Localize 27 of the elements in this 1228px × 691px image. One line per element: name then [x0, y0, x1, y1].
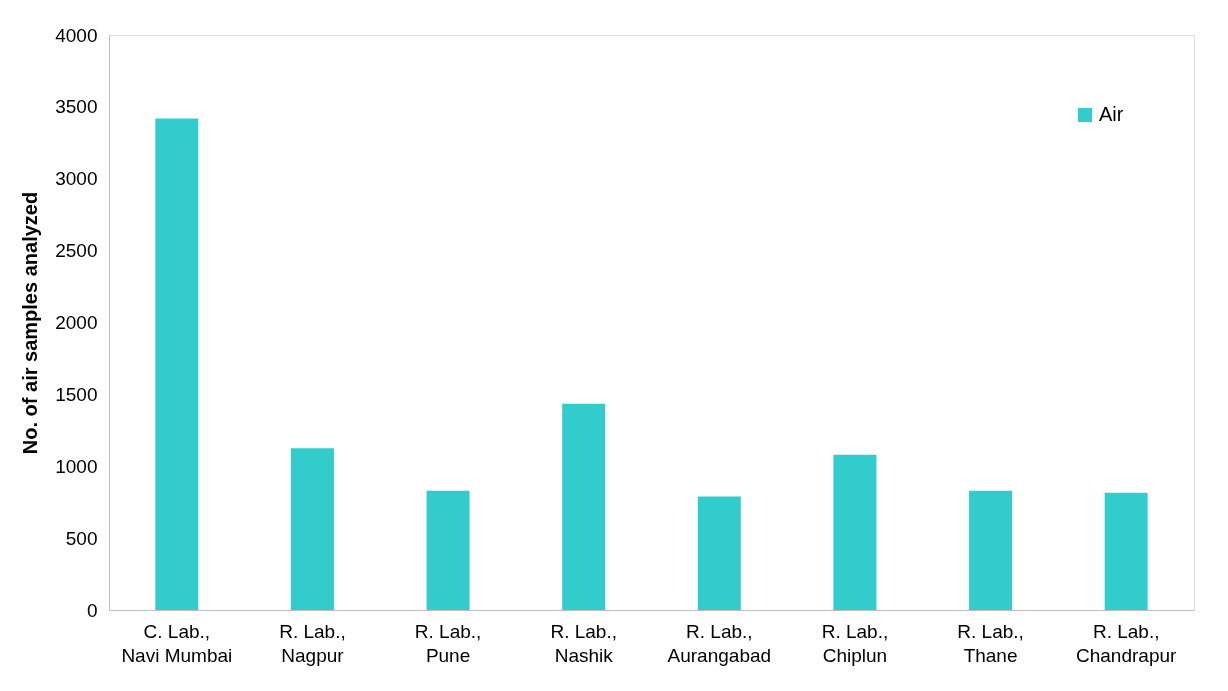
- x-tick-label: R. Lab., Pune: [414, 620, 482, 666]
- y-tick-label: 1000: [55, 455, 98, 477]
- y-tick-label: 2000: [55, 312, 98, 333]
- bar: [426, 490, 470, 610]
- y-tick-label: 0: [86, 599, 98, 621]
- bar: [290, 448, 334, 610]
- bar: [155, 118, 199, 610]
- x-tick-label: R. Lab., Aurangabad: [667, 620, 772, 666]
- y-tick-label: 500: [65, 527, 98, 549]
- y-tick-label: 2500: [55, 240, 98, 262]
- x-tick-label: R. Lab., Nagpur: [279, 620, 346, 666]
- bar: [697, 496, 741, 610]
- bar: [969, 490, 1013, 610]
- y-tick-label: 1500: [55, 383, 98, 405]
- legend-label: Air: [1099, 103, 1124, 125]
- y-tick-label: 3000: [55, 168, 98, 190]
- y-tick-label: 3500: [55, 96, 98, 118]
- bar: [1104, 492, 1148, 610]
- bar: [562, 403, 606, 610]
- y-axis-title: No. of air samples analyzed: [19, 191, 42, 455]
- x-tick-label: R. Lab., Chandrapur: [1076, 620, 1178, 666]
- bar: [833, 454, 877, 610]
- x-tick-label: R. Lab., Nashik: [550, 620, 617, 666]
- x-tick-label: R. Lab., Thane: [957, 620, 1024, 666]
- x-tick-label: C. Lab., Navi Mumbai: [121, 620, 233, 666]
- y-tick-label: 4000: [55, 24, 98, 46]
- x-tick-label: R. Lab., Chiplun: [821, 620, 889, 666]
